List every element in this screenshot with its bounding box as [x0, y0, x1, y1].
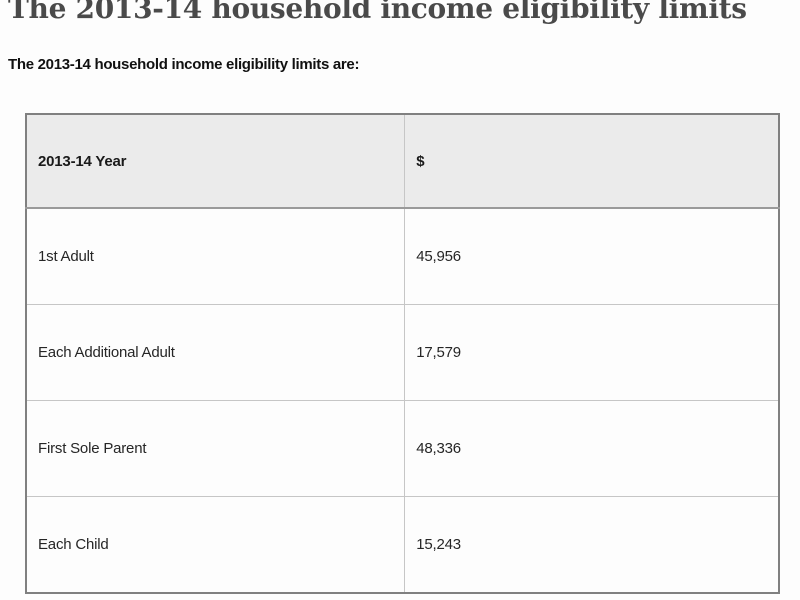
- row-label: Each Child: [25, 496, 406, 594]
- table-row: 1st Adult 45,956: [25, 207, 780, 305]
- income-eligibility-table: 2013-14 Year $ 1st Adult 45,956 Each Add…: [25, 113, 780, 594]
- row-amount: 15,243: [404, 496, 780, 594]
- table-row: Each Child 15,243: [25, 496, 780, 594]
- table-row: Each Additional Adult 17,579: [25, 304, 780, 401]
- column-header-year: 2013-14 Year: [25, 113, 406, 209]
- row-label: First Sole Parent: [25, 400, 406, 497]
- page-title: The 2013-14 household income eligibility…: [8, 0, 747, 25]
- column-header-amount: $: [404, 113, 780, 209]
- intro-text: The 2013-14 household income eligibility…: [8, 56, 360, 73]
- row-amount: 45,956: [404, 207, 780, 305]
- row-label: 1st Adult: [25, 207, 406, 305]
- row-amount: 48,336: [404, 400, 780, 497]
- table-header-row: 2013-14 Year $: [25, 113, 780, 209]
- row-amount: 17,579: [404, 304, 780, 401]
- row-label: Each Additional Adult: [25, 304, 406, 401]
- table-row: First Sole Parent 48,336: [25, 400, 780, 497]
